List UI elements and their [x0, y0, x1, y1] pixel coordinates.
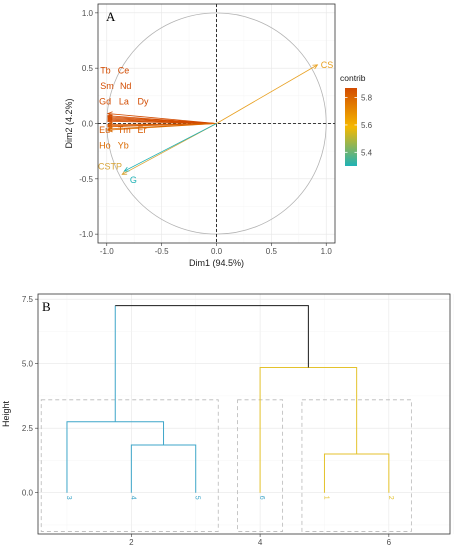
panel-a-letter: A — [106, 9, 116, 24]
dendrogram-x-tick-label: 6 — [387, 538, 392, 547]
pca-arrowhead-cstp — [121, 170, 128, 175]
contrib-legend: contrib 5.8 5.6 5.4 — [340, 73, 373, 166]
dendrogram-leaf-label: 4 — [129, 496, 136, 500]
pca-arrow-yb — [107, 123, 217, 131]
pca-x-tick-label: 0.5 — [266, 247, 278, 256]
dendrogram-leaf-label: 1 — [322, 496, 329, 500]
pca-arrowhead-yb — [106, 127, 113, 133]
dendrogram-plot-border — [37, 293, 451, 535]
dendrogram-panel: 3 4 5 6 1 2 2 4 6 0.0 2.5 5.0 7.5 Height B — [1, 293, 454, 547]
dendrogram-y-tick-label: 2.5 — [22, 424, 34, 433]
contrib-legend-title: contrib — [340, 73, 366, 83]
pca-x-tick-label: 1.0 — [321, 247, 333, 256]
pca-label-eu: Eu — [99, 125, 110, 135]
dendrogram-plot-background — [38, 294, 450, 534]
dendrogram-cluster-box — [301, 399, 412, 532]
dendrogram-leaf-label: 3 — [65, 496, 72, 500]
dendrogram-branches — [66, 305, 390, 493]
dendrogram-branch — [130, 444, 197, 493]
contrib-colorbar — [345, 88, 357, 166]
dendrogram-leaf-label: 6 — [258, 496, 265, 500]
dendrogram-branch — [115, 305, 309, 368]
pca-y-tick-label: -0.5 — [79, 175, 93, 184]
dendrogram-leaf-label: 2 — [387, 496, 394, 500]
pca-zero-lines — [98, 4, 335, 243]
dendrogram-y-tick-label: 5.0 — [22, 360, 34, 369]
pca-arrow-g — [124, 123, 217, 172]
dendrogram-x-tick-label: 4 — [258, 538, 263, 547]
pca-y-axis-title: Dim2 (4.2%) — [64, 98, 74, 148]
pca-x-axis-title: Dim1 (94.5%) — [189, 258, 244, 268]
pca-label-cstp: CSTP — [98, 162, 122, 172]
pca-y-tick-label: 1.0 — [82, 9, 94, 18]
pca-y-ticks: -1.0 -0.5 0.0 0.5 1.0 — [79, 9, 98, 239]
pca-y-tick-label: 0.5 — [82, 64, 94, 73]
pca-arrow-dy — [107, 120, 217, 124]
dendrogram-gridlines — [38, 294, 454, 534]
pca-label-ce: Ce — [118, 65, 130, 75]
dendrogram-y-tick-label: 7.5 — [22, 295, 34, 304]
pca-x-tick-label: 0.0 — [211, 247, 223, 256]
dendrogram-branch — [66, 421, 165, 493]
pca-label-er: Er — [138, 125, 147, 135]
pca-x-tick-label: -0.5 — [155, 247, 169, 256]
pca-label-yb: Yb — [118, 141, 129, 151]
dendrogram-y-ticks: 0.0 2.5 5.0 7.5 — [22, 295, 38, 498]
pca-label-cs: CS — [321, 60, 334, 70]
pca-variable-labels: CS Tb Ce Sm Nd Gd La Dy Eu Tm Er Ho Yb CSTP G — [98, 60, 333, 185]
dendrogram-x-tick-label: 2 — [129, 538, 134, 547]
dendrogram-leaf-label: 5 — [194, 496, 201, 500]
pca-arrowhead-g — [123, 166, 130, 172]
dendrogram-x-ticks: 2 4 6 — [129, 534, 392, 547]
pca-y-tick-label: 0.0 — [82, 120, 94, 129]
pca-label-dy: Dy — [138, 96, 149, 106]
pca-label-ho: Ho — [99, 141, 111, 151]
contrib-colorbar-ticks: 5.8 5.6 5.4 — [345, 94, 373, 157]
pca-panel: CS Tb Ce Sm Nd Gd La Dy Eu Tm Er Ho Yb CSTP G -1.0 -0.5… — [64, 3, 373, 268]
pca-label-sm: Sm — [100, 81, 114, 91]
contrib-colorbar-tick-label: 5.6 — [361, 121, 373, 130]
pca-label-g: G — [130, 175, 137, 185]
pca-label-gd: Gd — [99, 96, 111, 106]
pca-label-la: La — [119, 96, 129, 106]
pca-label-tb: Tb — [100, 65, 111, 75]
pca-x-tick-label: -1.0 — [100, 247, 114, 256]
dendrogram-leaf-labels: 3 4 5 6 1 2 — [65, 496, 394, 500]
contrib-colorbar-tick-label: 5.4 — [361, 148, 373, 157]
pca-y-tick-label: -1.0 — [79, 230, 93, 239]
pca-label-nd: Nd — [120, 81, 132, 91]
pca-arrowhead-cs — [312, 64, 319, 70]
dendrogram-y-tick-label: 0.0 — [22, 489, 34, 498]
pca-x-ticks: -1.0 -0.5 0.0 0.5 1.0 — [100, 243, 332, 256]
pca-arrow-cs — [216, 64, 318, 124]
pca-label-tm: Tm — [118, 125, 131, 135]
pca-variable-arrows — [106, 64, 319, 175]
contrib-colorbar-tick-label: 5.8 — [361, 94, 373, 103]
panel-b-letter: B — [42, 299, 51, 314]
dendrogram-y-axis-title: Height — [1, 400, 11, 427]
